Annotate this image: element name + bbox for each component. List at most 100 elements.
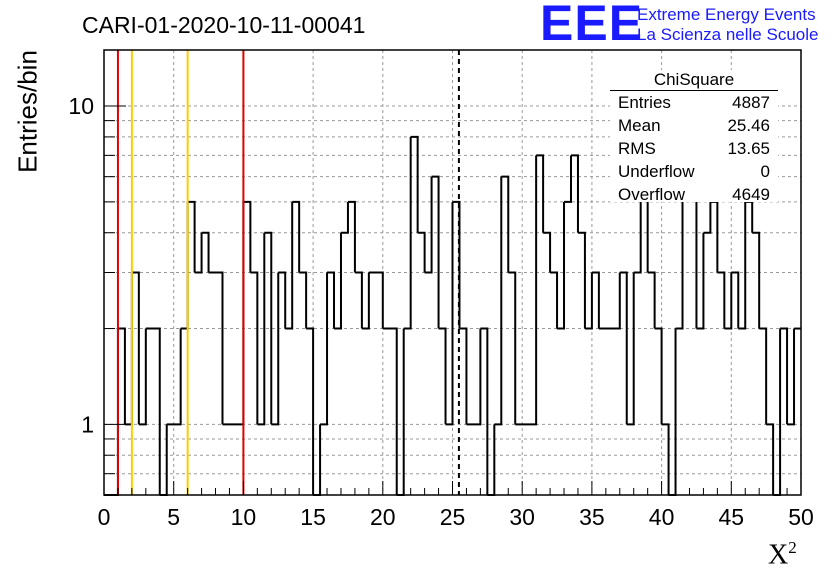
x-tick-label: 25 [440, 504, 466, 530]
histogram-bin [187, 200, 196, 273]
histogram-bin [647, 271, 656, 329]
histogram-bin [396, 328, 405, 496]
histogram-bin [466, 328, 482, 426]
histogram-bin [403, 136, 412, 330]
histogram-bin [208, 271, 224, 425]
x-tick-label: 45 [719, 504, 745, 530]
histogram-bin [780, 327, 789, 425]
x-tick-label: 10 [231, 504, 257, 530]
histogram-bin [271, 272, 280, 426]
histogram-bin [717, 271, 726, 329]
histogram-bin [731, 271, 740, 329]
histogram-bin [501, 175, 510, 273]
histogram-bin [424, 176, 433, 274]
histogram-bin [131, 271, 140, 425]
stats-row-rms: RMS 13.65 [618, 138, 770, 160]
histogram-bin [564, 155, 572, 203]
histogram-bin [180, 201, 189, 330]
histogram-bin [201, 231, 210, 273]
x-axis-label: X2 [768, 538, 797, 571]
stats-label: Entries [618, 93, 671, 112]
histogram-bin [591, 271, 600, 329]
histogram-bin [361, 272, 370, 330]
stats-divider [610, 90, 778, 91]
histogram-bin [354, 271, 363, 329]
histogram-bin [410, 135, 419, 233]
stats-value: 4649 [732, 185, 770, 204]
histogram-bin [654, 327, 663, 425]
histogram-bin [766, 423, 775, 495]
x-tick-label: 0 [98, 504, 111, 530]
eee-logo: EEE [540, 0, 644, 51]
stats-value: 25.46 [727, 116, 770, 135]
histogram-bin [285, 201, 294, 330]
axis-ticks [103, 105, 802, 496]
logo-line-2: La Scienza nelle Scuole [637, 25, 819, 44]
histogram-bin [313, 424, 322, 496]
stats-label: Overflow [618, 185, 686, 204]
histogram-bin [452, 200, 461, 329]
x-tick-label: 40 [649, 504, 675, 530]
histogram-bin [194, 232, 203, 274]
histogram-bin [626, 272, 635, 426]
stats-value: 0 [760, 162, 770, 181]
histogram-bin [299, 271, 308, 329]
histogram-bin [459, 327, 468, 425]
histogram-bin [368, 271, 384, 329]
stats-label: Underflow [618, 162, 695, 181]
reference-lines [116, 50, 460, 495]
chart-title: CARI-01-2020-10-11-00041 [82, 12, 366, 38]
histogram-bin [117, 327, 126, 425]
histogram-bin [292, 200, 301, 273]
stats-label: RMS [618, 139, 656, 158]
histogram-bin [138, 328, 147, 426]
histogram-bin [787, 328, 796, 426]
histogram-bin [264, 231, 273, 425]
x-tick-label: 30 [509, 504, 535, 530]
histogram-bin [257, 232, 266, 426]
histogram-bin [584, 272, 593, 330]
histogram-bin [598, 272, 621, 330]
histogram-bin [570, 154, 579, 233]
histogram-bin [696, 232, 705, 330]
histogram-bin [515, 155, 538, 426]
stats-row-mean: Mean 25.46 [618, 115, 770, 137]
histogram-bin [619, 271, 628, 425]
histogram-bin [487, 424, 496, 496]
stats-title: ChiSquare [653, 70, 735, 89]
stats-row-underflow: Underflow 0 [618, 161, 770, 183]
histogram-bin [431, 175, 440, 329]
histogram-bin [738, 201, 747, 330]
x-tick-label: 20 [370, 504, 396, 530]
stats-row-overflow: Overflow 4649 [618, 184, 770, 206]
histogram-bin [577, 231, 586, 329]
histogram-bin [703, 201, 712, 234]
histogram-bin [306, 327, 315, 495]
stats-box: ChiSquare Entries 4887 Mean 25.46 RMS 13… [610, 70, 778, 204]
histogram-bin [104, 328, 119, 496]
histogram-bin [347, 200, 356, 273]
histogram-bin [243, 200, 252, 273]
histogram-bin [438, 327, 447, 425]
histogram-bin [480, 327, 489, 495]
x-tick-label: 5 [167, 504, 180, 530]
histogram-bin [557, 201, 566, 330]
histogram-bin [250, 271, 259, 425]
stats-row-entries: Entries 4887 [618, 92, 770, 114]
x-axis-label-base: X [768, 539, 789, 571]
stats-value: 4887 [732, 93, 770, 112]
histogram-bin [543, 231, 552, 273]
histogram-bin [445, 201, 454, 426]
histogram-bin [494, 176, 503, 426]
histogram-bin [710, 200, 719, 273]
x-tick-label: 50 [788, 504, 814, 530]
histogram-bin [166, 328, 182, 426]
tick-labels: 0 5 10 15 20 25 30 35 40 45 50 1 10 [68, 93, 813, 530]
histogram-bin [145, 327, 161, 495]
histogram-bin [159, 424, 168, 496]
histogram-bin [382, 327, 398, 495]
y-axis-label: Entries/bin [12, 50, 43, 173]
histogram-bin [334, 232, 342, 330]
x-tick-label: 35 [579, 504, 605, 530]
histogram-bin [668, 328, 677, 496]
